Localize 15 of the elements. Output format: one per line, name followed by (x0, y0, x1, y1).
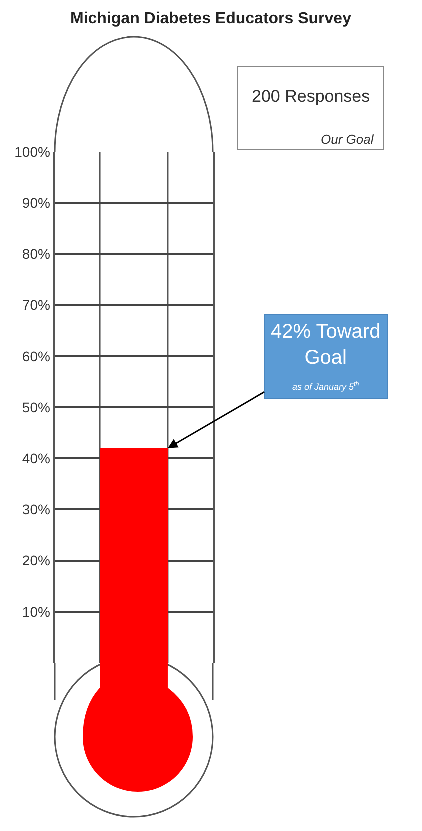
y-tick-label: 50% (22, 399, 50, 416)
text: 200 Responses (252, 87, 370, 106)
y-tick-label: 100% (14, 144, 50, 160)
text: as of January 5$^{th}$ (292, 381, 360, 392)
y-tick-label: 30% (22, 502, 50, 518)
y-tick-label: 10% (22, 604, 50, 620)
y-tick-label: 20% (22, 552, 50, 569)
y-tick-label: 80% (22, 246, 50, 262)
y-tick-label: 90% (22, 195, 50, 211)
y-tick-label: 40% (22, 450, 50, 466)
chart-title: Michigan Diabetes Educators Survey (70, 10, 352, 28)
text: 42% Toward Goal (271, 321, 381, 369)
y-tick-label: 70% (22, 297, 50, 314)
text: Our Goal (321, 132, 375, 147)
y-tick-label: 60% (22, 348, 50, 364)
